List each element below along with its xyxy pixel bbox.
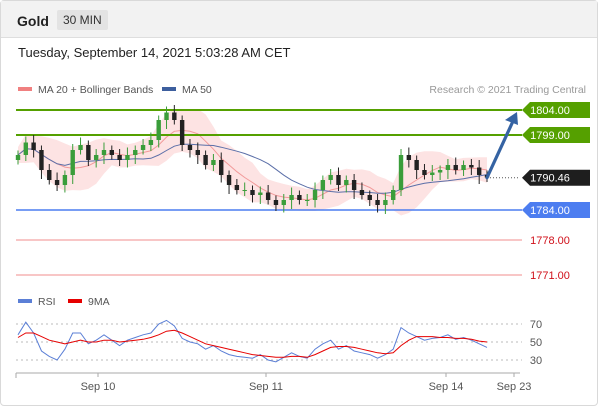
candle-body-44 xyxy=(359,190,365,195)
candle-body-46 xyxy=(375,200,380,205)
copyright-text: Research © 2021 Trading Central xyxy=(429,84,586,96)
level-box-0 xyxy=(522,102,590,118)
candle-body-30 xyxy=(250,190,255,195)
candle-body-17 xyxy=(148,140,154,145)
legend-swatch-1 xyxy=(162,87,176,91)
candle-body-13 xyxy=(117,155,122,160)
candle-body-57 xyxy=(461,165,466,170)
level-label-2: 1790.46 xyxy=(530,173,570,185)
candle-body-25 xyxy=(211,160,216,165)
candle-body-55 xyxy=(445,165,451,170)
timeframe-badge[interactable]: 30 MIN xyxy=(57,10,108,30)
candle-body-59 xyxy=(476,167,482,175)
candle-body-51 xyxy=(414,160,419,170)
instrument-title: Gold xyxy=(17,13,49,29)
level-label-4: 1778.00 xyxy=(530,235,570,247)
x-tick-label-1: Sep 11 xyxy=(249,381,283,393)
bollinger-band xyxy=(18,109,487,216)
candle-body-42 xyxy=(344,180,349,185)
rsi-legend-swatch-0 xyxy=(18,299,32,303)
candle-body-18 xyxy=(156,120,161,140)
candle-body-38 xyxy=(312,190,318,200)
candle-body-28 xyxy=(234,185,240,190)
rsi-legend-label-0: RSI xyxy=(38,296,56,308)
candle-body-2 xyxy=(31,142,36,150)
candle-body-5 xyxy=(54,180,60,185)
candle-body-54 xyxy=(437,170,443,173)
candle-body-24 xyxy=(203,155,208,165)
level-label-1: 1799.00 xyxy=(530,130,570,142)
candle-body-56 xyxy=(453,165,458,170)
candle-body-45 xyxy=(367,195,372,200)
candle-body-15 xyxy=(133,150,138,155)
candle-body-37 xyxy=(305,200,310,201)
candle-body-8 xyxy=(78,145,83,150)
candle-body-39 xyxy=(320,180,326,190)
candle-body-14 xyxy=(125,155,130,160)
rsi-tick-1: 50 xyxy=(530,337,542,349)
candle-body-23 xyxy=(195,150,200,155)
candle-body-53 xyxy=(430,172,435,175)
timestamp-label: Tuesday, September 14, 2021 5:03:28 AM C… xyxy=(18,45,291,60)
candle-body-20 xyxy=(172,112,177,120)
candle-body-10 xyxy=(93,155,99,160)
x-tick-label-0: Sep 10 xyxy=(81,381,116,393)
level-box-3 xyxy=(522,202,590,218)
projection-arrow-shaft xyxy=(485,117,516,180)
candle-body-12 xyxy=(109,150,114,155)
candle-body-34 xyxy=(281,200,286,205)
candle-body-35 xyxy=(289,195,294,200)
rsi-legend-label-1: 9MA xyxy=(88,296,110,308)
candle-body-7 xyxy=(70,150,75,175)
candle-body-4 xyxy=(47,170,52,180)
candle-body-47 xyxy=(383,200,388,205)
candle-body-6 xyxy=(62,175,68,185)
candle-body-40 xyxy=(328,175,333,180)
candle-body-48 xyxy=(391,190,396,200)
candle-body-27 xyxy=(226,175,232,185)
x-tick-label-3: Sep 23 xyxy=(497,381,532,393)
rsi-legend-swatch-1 xyxy=(68,299,82,303)
level-box-2 xyxy=(522,169,590,186)
level-label-5: 1771.00 xyxy=(530,270,570,282)
candle-body-31 xyxy=(258,192,263,195)
candle-body-26 xyxy=(219,160,224,175)
legend-swatch-0 xyxy=(18,87,32,91)
candle-body-22 xyxy=(187,145,193,150)
level-label-0: 1804.00 xyxy=(530,105,570,117)
candle-body-3 xyxy=(39,150,44,170)
rsi-tick-0: 70 xyxy=(530,319,542,331)
level-label-3: 1784.00 xyxy=(530,205,570,217)
candle-body-21 xyxy=(179,120,185,145)
rsi-tick-2: 30 xyxy=(530,355,542,367)
candle-body-32 xyxy=(265,192,271,200)
legend-label-0: MA 20 + Bollinger Bands xyxy=(38,84,153,96)
candle-body-41 xyxy=(336,175,341,185)
rsi-series-1 xyxy=(17,329,488,358)
candle-body-19 xyxy=(164,112,169,120)
projection-arrow-head xyxy=(505,112,518,125)
candle-body-33 xyxy=(273,200,279,205)
chart-header: Gold 30 MIN xyxy=(1,1,597,38)
candle-body-36 xyxy=(297,195,302,200)
legend-label-1: MA 50 xyxy=(182,84,212,96)
candle-body-58 xyxy=(469,165,474,168)
candle-body-43 xyxy=(351,180,357,190)
level-box-1 xyxy=(522,127,590,143)
candle-body-16 xyxy=(140,145,146,150)
candle-body-29 xyxy=(242,190,247,191)
rsi-series-0 xyxy=(17,319,488,363)
candle-body-0 xyxy=(15,155,21,160)
candle-body-49 xyxy=(398,155,404,190)
candle-body-1 xyxy=(23,142,29,155)
candle-body-11 xyxy=(101,150,107,155)
candle-body-9 xyxy=(86,145,91,160)
x-tick-label-2: Sep 14 xyxy=(429,381,464,393)
candle-body-50 xyxy=(406,155,412,160)
candle-body-52 xyxy=(422,170,427,175)
